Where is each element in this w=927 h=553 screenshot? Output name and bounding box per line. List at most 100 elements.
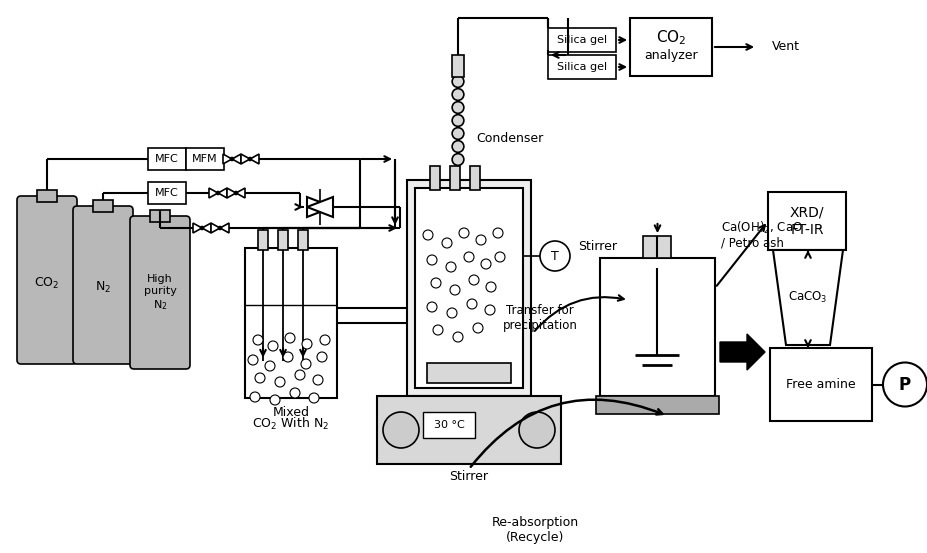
Bar: [278, 230, 287, 250]
Circle shape: [476, 235, 486, 245]
Polygon shape: [772, 250, 842, 345]
Bar: [147, 148, 185, 170]
Bar: [769, 348, 871, 421]
Circle shape: [270, 395, 280, 405]
Circle shape: [447, 308, 456, 318]
Circle shape: [492, 228, 502, 238]
Circle shape: [540, 241, 569, 271]
Text: 30 °C: 30 °C: [433, 420, 464, 430]
Text: XRD/: XRD/: [789, 205, 823, 220]
Circle shape: [446, 262, 455, 272]
Bar: [185, 148, 223, 170]
Circle shape: [295, 370, 305, 380]
Circle shape: [450, 285, 460, 295]
Polygon shape: [202, 223, 210, 233]
Circle shape: [309, 393, 319, 403]
Bar: [426, 363, 511, 383]
Circle shape: [268, 341, 278, 351]
Bar: [629, 18, 711, 76]
Circle shape: [274, 377, 285, 387]
Text: Stirrer: Stirrer: [449, 471, 488, 483]
Circle shape: [248, 158, 251, 160]
Text: CO$_2$: CO$_2$: [34, 275, 59, 290]
Circle shape: [464, 252, 474, 262]
Bar: [595, 396, 718, 414]
Bar: [149, 210, 171, 222]
Circle shape: [301, 339, 311, 349]
Text: Silica gel: Silica gel: [556, 35, 606, 45]
Circle shape: [383, 412, 419, 448]
Polygon shape: [719, 334, 764, 370]
Circle shape: [235, 191, 237, 195]
Circle shape: [426, 255, 437, 265]
Bar: [93, 200, 113, 212]
Circle shape: [300, 359, 311, 369]
Text: MFC: MFC: [155, 154, 179, 164]
Circle shape: [459, 228, 468, 238]
Polygon shape: [241, 154, 249, 164]
Polygon shape: [227, 188, 235, 198]
Text: CO$_2$ With N$_2$: CO$_2$ With N$_2$: [252, 416, 329, 432]
Text: CO$_2$: CO$_2$: [655, 29, 685, 48]
Circle shape: [200, 226, 203, 229]
Circle shape: [480, 259, 490, 269]
Circle shape: [486, 282, 495, 292]
Bar: [548, 28, 616, 52]
Polygon shape: [209, 188, 218, 198]
Circle shape: [494, 252, 504, 262]
Circle shape: [426, 302, 437, 312]
Text: Free amine: Free amine: [785, 378, 855, 391]
Text: Silica gel: Silica gel: [556, 62, 606, 72]
Bar: [407, 180, 530, 396]
Text: Re-absorption
(Recycle): Re-absorption (Recycle): [491, 516, 578, 544]
Text: MFM: MFM: [192, 154, 218, 164]
Polygon shape: [222, 154, 232, 164]
Bar: [642, 236, 671, 258]
Text: Stirrer: Stirrer: [578, 241, 616, 253]
Polygon shape: [235, 188, 245, 198]
Circle shape: [285, 333, 295, 343]
Text: T: T: [551, 249, 558, 263]
Circle shape: [248, 355, 258, 365]
Text: N$_2$: N$_2$: [95, 279, 111, 295]
Circle shape: [218, 226, 222, 229]
Bar: [298, 230, 308, 250]
Circle shape: [317, 352, 326, 362]
Circle shape: [249, 392, 260, 402]
Polygon shape: [307, 197, 333, 217]
Circle shape: [441, 238, 451, 248]
Circle shape: [451, 76, 464, 87]
Circle shape: [430, 278, 440, 288]
Bar: [423, 412, 475, 438]
Text: Condenser: Condenser: [476, 132, 542, 144]
Circle shape: [320, 335, 330, 345]
Circle shape: [433, 325, 442, 335]
Bar: [768, 192, 845, 250]
Circle shape: [283, 352, 293, 362]
Polygon shape: [249, 154, 259, 164]
Circle shape: [230, 158, 234, 160]
Bar: [469, 166, 479, 190]
Text: Transfer for
precipitation: Transfer for precipitation: [502, 304, 577, 332]
Bar: [600, 258, 714, 396]
Circle shape: [289, 388, 299, 398]
Text: / Petro ash: / Petro ash: [720, 237, 783, 249]
Text: Mixed: Mixed: [273, 405, 310, 419]
Circle shape: [312, 375, 323, 385]
Circle shape: [451, 114, 464, 126]
FancyBboxPatch shape: [130, 216, 190, 369]
Circle shape: [452, 332, 463, 342]
Text: High
purity
N$_2$: High purity N$_2$: [144, 274, 176, 312]
Circle shape: [451, 154, 464, 165]
Polygon shape: [193, 223, 202, 233]
Text: P: P: [898, 375, 910, 394]
Circle shape: [253, 335, 262, 345]
FancyBboxPatch shape: [17, 196, 77, 364]
Circle shape: [423, 230, 433, 240]
Bar: [450, 166, 460, 190]
Bar: [414, 188, 523, 388]
Circle shape: [451, 140, 464, 152]
Text: FT-IR: FT-IR: [790, 223, 823, 237]
Polygon shape: [210, 223, 220, 233]
Bar: [429, 166, 439, 190]
